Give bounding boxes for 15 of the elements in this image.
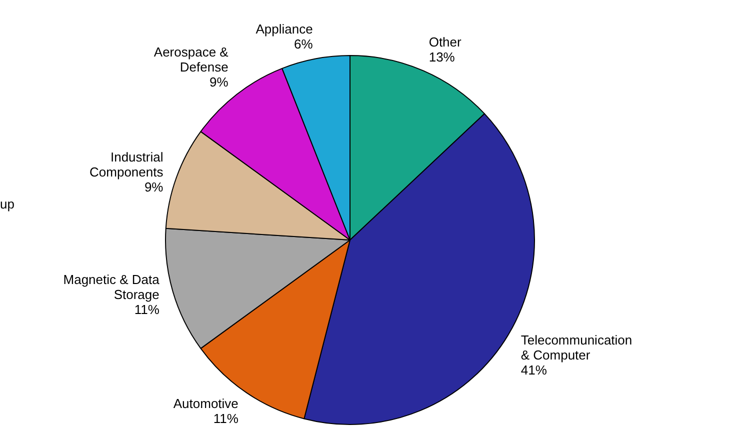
data-label: 13% bbox=[428, 49, 456, 64]
slice-label: Appliance bbox=[256, 22, 313, 37]
slice-label: Aerospace & Defense bbox=[154, 44, 229, 75]
data-label: 9% bbox=[210, 74, 229, 90]
slice-label: Magnetic & Data Storage bbox=[63, 272, 160, 302]
text: up bbox=[0, 196, 14, 212]
data-label: 6% bbox=[294, 36, 314, 52]
slice-label: Telecommunication & Computer bbox=[520, 332, 632, 363]
data-label: 11% bbox=[134, 302, 160, 317]
data-label: 9% bbox=[144, 179, 164, 194]
slice-label: Other bbox=[428, 34, 462, 50]
slice-label: Industrial Components bbox=[90, 149, 164, 180]
data-label: 41% bbox=[520, 362, 548, 378]
data-label: 11% bbox=[213, 410, 239, 426]
slice-label: Automotive bbox=[173, 396, 238, 411]
